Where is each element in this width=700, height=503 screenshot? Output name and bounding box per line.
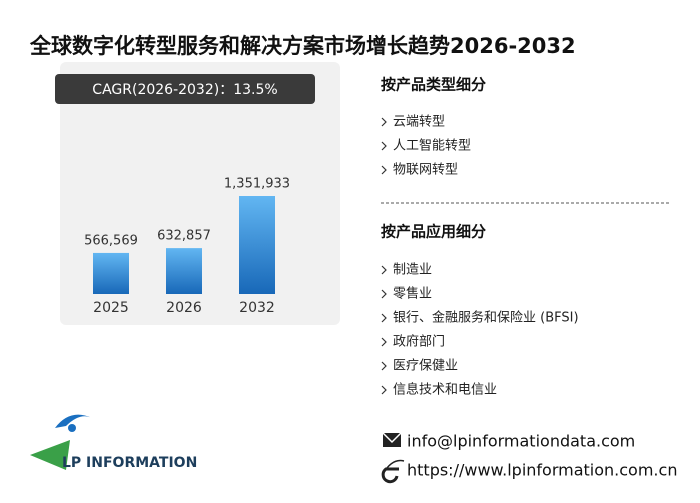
bar [93,252,129,294]
cagr-box [55,74,315,104]
segment-item: 物联网转型 [393,163,458,178]
value-label: 632,857 [157,229,211,244]
logo-mark [30,414,92,470]
email-icon-flap [382,432,402,444]
segment-item: 医疗保健业 [393,359,458,374]
segment-item: 制造业 [393,263,432,278]
segment-item: 人工智能转型 [393,139,471,154]
chevron [381,117,387,127]
bar [239,196,275,294]
x-tick-label: 2026 [166,300,202,316]
segment-item: 零售业 [393,286,432,302]
segment-item: 银行、金融服务和保险业 (BFSI) [393,310,579,326]
chevron [381,313,387,323]
segment-heading: 按产品类型细分 [381,76,486,94]
value-label: 566,569 [84,233,138,248]
chevron [381,141,387,151]
chevron [381,385,387,395]
segment-item: 信息技术和电信业 [393,382,497,398]
segment-item: 云端转型 [393,115,445,130]
x-tick-label: 2032 [239,300,275,316]
email: info@lpinformationdata.com [407,432,635,451]
chevron [381,165,387,175]
web-icon [381,459,405,484]
chevron [381,289,387,299]
value-label: 1,351,933 [224,177,290,192]
chevron [381,337,387,347]
chevron [381,361,387,371]
bar [166,248,202,294]
chevron [381,265,387,275]
x-tick-label: 2025 [93,300,129,316]
website: https://www.lpinformation.com.cn [407,461,677,480]
cagr-label: CAGR(2026-2032)：13.5% [92,82,277,98]
segment-item: 政府部门 [393,335,445,350]
logo-text: LP INFORMATION [62,455,197,471]
segment-heading: 按产品应用细分 [381,223,486,241]
page-title: 全球数字化转型服务和解决方案市场增长趋势2026-2032 [29,34,576,58]
